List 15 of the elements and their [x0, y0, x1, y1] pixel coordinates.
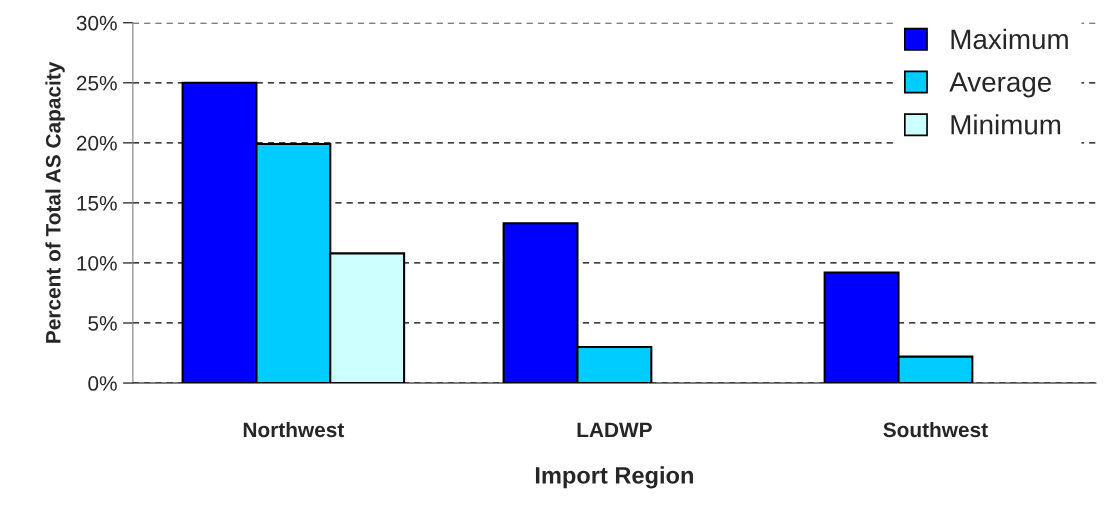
y-tick-label: 25%	[76, 75, 117, 91]
x-tick-label: LADWP	[577, 422, 652, 438]
y-tick-label: 10%	[77, 255, 117, 271]
y-tick-label: 5%	[88, 316, 117, 331]
x-tick-label: Northwest	[243, 421, 345, 438]
y-tick-label: 0%	[88, 376, 117, 391]
y-tick-label: 20%	[76, 135, 117, 151]
y-tick-label: 30%	[76, 15, 117, 31]
x-tick-label: Southwest	[883, 421, 988, 438]
y-tick-label: 15%	[77, 196, 117, 211]
legend-label: Minimum	[951, 114, 1061, 135]
y-axis-title: Percent of Total AS Capacity	[45, 61, 65, 343]
x-axis-title: Import Region	[535, 466, 693, 489]
legend-label: Average	[949, 72, 1051, 98]
legend-label: Maximum	[951, 28, 1068, 50]
